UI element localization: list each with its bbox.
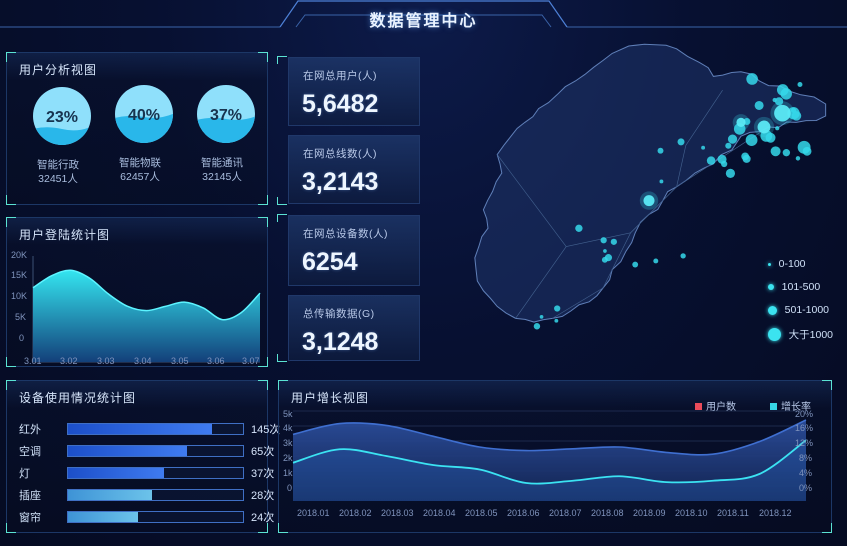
svg-text:23%: 23% xyxy=(46,109,78,126)
svg-text:37%: 37% xyxy=(210,107,242,124)
svg-text:40%: 40% xyxy=(128,107,160,124)
